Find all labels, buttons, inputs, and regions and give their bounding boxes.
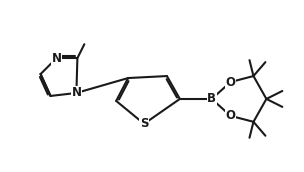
Text: S: S: [140, 117, 148, 130]
Text: O: O: [226, 76, 236, 89]
Text: B: B: [207, 92, 216, 105]
Text: O: O: [226, 109, 236, 122]
Text: N: N: [71, 87, 81, 99]
Text: N: N: [51, 52, 61, 65]
